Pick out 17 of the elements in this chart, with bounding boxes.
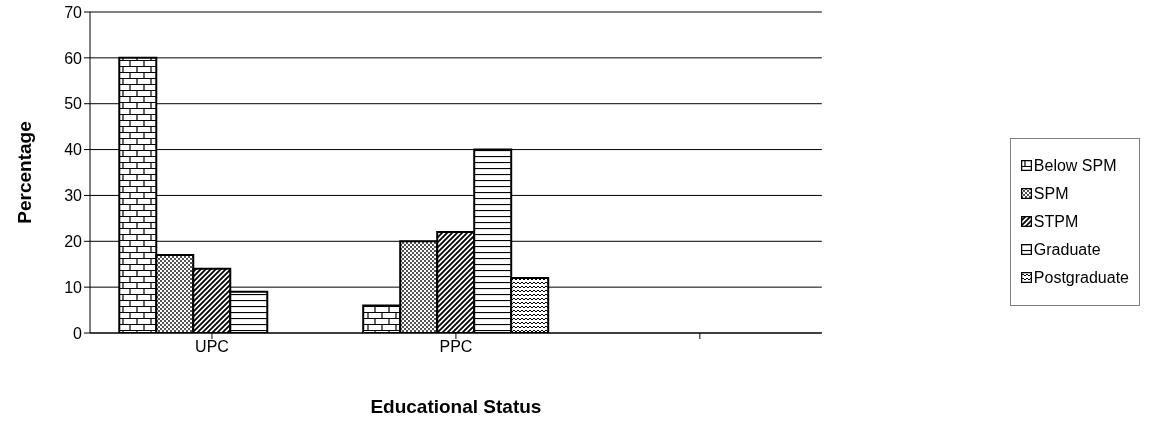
- x-tick-label: UPC: [195, 338, 229, 356]
- x-tick-label: PPC: [439, 338, 473, 356]
- y-tick-label: 30: [64, 187, 83, 205]
- legend-label: SPM: [1033, 184, 1069, 203]
- legend-label: Postgraduate: [1033, 268, 1129, 287]
- legend-label: STPM: [1033, 212, 1079, 231]
- x-axis-title: Educational Status: [370, 396, 542, 417]
- y-axis-title: Percentage: [13, 121, 35, 224]
- y-tick-label: 10: [64, 278, 83, 296]
- y-tick-label: 40: [64, 141, 83, 159]
- y-tick-label: 50: [64, 95, 83, 113]
- legend-label: Graduate: [1033, 240, 1101, 259]
- y-tick-label: 0: [73, 324, 83, 342]
- y-tick-label: 60: [64, 49, 83, 67]
- y-tick-label: 20: [64, 232, 83, 250]
- y-tick-label: 70: [64, 3, 83, 21]
- legend-label: Below SPM: [1033, 156, 1117, 175]
